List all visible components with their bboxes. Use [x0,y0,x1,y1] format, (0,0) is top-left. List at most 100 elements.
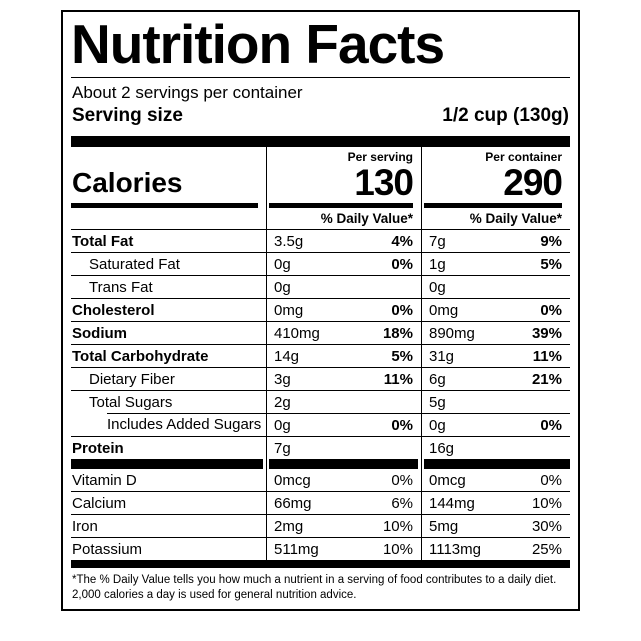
nutrient-row-sodium: Sodium 410mg 18% 890mg 39% [71,320,570,344]
thick-divider-bar-top [71,135,570,147]
nutrient-name: Total Fat [71,228,266,252]
calories-underline-bars [71,201,570,208]
nutrient-name: Trans Fat [71,274,266,298]
nutrient-row-trans-fat: Trans Fat 0g 0g [71,274,570,298]
vitamin-row-calcium: Calcium 66mg 6% 144mg 10% [71,490,570,514]
nutrient-row-added-sugars: Includes Added Sugars 0g 0% 0g 0% [71,412,570,436]
daily-value-header-spacer [71,208,266,229]
nutrient-name: Potassium [71,536,266,560]
serving-dv: 0% [391,471,413,489]
nutrient-row-cholesterol: Cholesterol 0mg 0% 0mg 0% [71,297,570,321]
nutrient-name: Dietary Fiber [71,366,266,390]
serving-dv: 18% [382,324,413,342]
nutrient-row-total-fat: Total Fat 3.5g 4% 7g 9% [71,228,570,252]
serving-dv: 0% [391,416,413,434]
serving-amount: 14g [274,347,300,365]
container-dv: 0% [540,301,562,319]
calories-per-serving-cell: Per serving 130 [266,146,421,203]
nutrient-name: Iron [71,513,266,537]
container-amount: 31g [429,347,455,365]
per-container-header: Per container [485,149,562,164]
nutrient-name: Cholesterol [71,297,266,321]
calories-underline-right [421,201,570,208]
serving-amount: 7g [274,439,291,457]
serving-amount: 66mg [274,494,312,512]
serving-amount: 2g [274,393,291,411]
container-dv: 39% [531,324,562,342]
container-amount: 890mg [429,324,475,342]
serving-amount: 0mcg [274,471,311,489]
nutrient-row-protein: Protein 7g 16g [71,435,570,459]
container-dv: 0% [540,416,562,434]
vitamin-row-iron: Iron 2mg 10% 5mg 30% [71,513,570,537]
serving-amount: 0mg [274,301,304,319]
nutrient-name: Sodium [71,320,266,344]
nutrient-row-dietary-fiber: Dietary Fiber 3g 11% 6g 21% [71,366,570,390]
servings-per-container: About 2 servings per container [72,82,303,102]
per-serving-header: Per serving [347,149,413,164]
container-dv: 21% [531,370,562,388]
nutrient-name: Vitamin D [72,471,137,489]
vitamin-row-vitamin-d: Vitamin D 0mcg 0% 0mcg 0% [71,468,570,491]
container-amount: 1g [429,255,446,273]
container-amount: 5g [429,393,446,411]
title-divider [71,76,570,78]
bar-segment-middle [266,458,421,469]
serving-dv: 5% [391,347,413,365]
calories-per-container-value: 290 [503,161,563,203]
calories-row: Calories Per serving 130 Per container 2… [71,146,570,203]
nutrient-row-saturated-fat: Saturated Fat 0g 0% 1g 5% [71,251,570,275]
bar-segment-left [71,458,266,469]
container-dv: 0% [540,471,562,489]
calories-per-serving-value: 130 [354,161,414,203]
serving-size-value: 1/2 cup (130g) [442,104,569,126]
container-dv: 11% [532,347,562,365]
nutrient-name: Saturated Fat [71,251,266,275]
label-title: Nutrition Facts [71,13,445,75]
calories-underline-middle [266,201,421,208]
serving-size-row: Serving size 1/2 cup (130g) [71,103,570,136]
container-dv: 30% [531,517,562,535]
footnote-line-1: *The % Daily Value tells you how much a … [72,573,557,586]
serving-amount: 410mg [274,324,320,342]
serving-size-label: Serving size [72,104,183,126]
container-amount: 0g [429,416,446,434]
serving-amount: 0g [274,416,291,434]
serving-dv: 10% [382,540,413,558]
serving-amount: 3g [274,370,291,388]
serving-amount: 511mg [274,540,319,558]
container-amount: 5mg [429,517,459,535]
nutrient-row-total-sugars: Total Sugars 2g 5g [71,389,570,413]
calories-label: Calories [72,166,183,198]
serving-dv: 6% [391,494,413,512]
nutrient-name: Calcium [71,490,266,514]
serving-dv: 10% [382,517,413,535]
nutrient-name: Protein [71,435,266,459]
container-dv: 5% [540,255,562,273]
nutrient-name: Includes Added Sugars [71,412,266,436]
serving-dv: 0% [391,301,413,319]
container-amount: 144mg [429,494,475,512]
container-amount: 0mcg [429,471,466,489]
thick-divider-bar-middle [71,458,570,469]
serving-amount: 0g [274,278,291,296]
container-amount: 0g [429,278,446,296]
calories-underline-left [71,202,266,208]
container-amount: 6g [429,370,446,388]
nutrition-facts-label: Nutrition Facts About 2 servings per con… [61,10,580,611]
serving-dv: 0% [391,255,413,273]
vitamin-row-potassium: Potassium 511mg 10% 1113mg 25% [71,536,570,560]
calories-per-container-cell: Per container 290 [421,146,570,203]
serving-dv: 11% [383,370,413,388]
nutrient-row-total-carbohydrate: Total Carbohydrate 14g 5% 31g 11% [71,343,570,367]
container-amount: 1113mg [429,540,481,558]
serving-dv: 4% [391,232,413,250]
container-dv: 9% [540,232,562,250]
bar-segment-right [421,458,570,469]
footnote-line-2: 2,000 calories a day is used for general… [72,588,357,601]
serving-amount: 0g [274,255,291,273]
serving-amount: 2mg [274,517,304,535]
container-dv: 10% [531,494,562,512]
daily-value-header-container: % Daily Value* [421,207,570,229]
container-amount: 0mg [429,301,459,319]
